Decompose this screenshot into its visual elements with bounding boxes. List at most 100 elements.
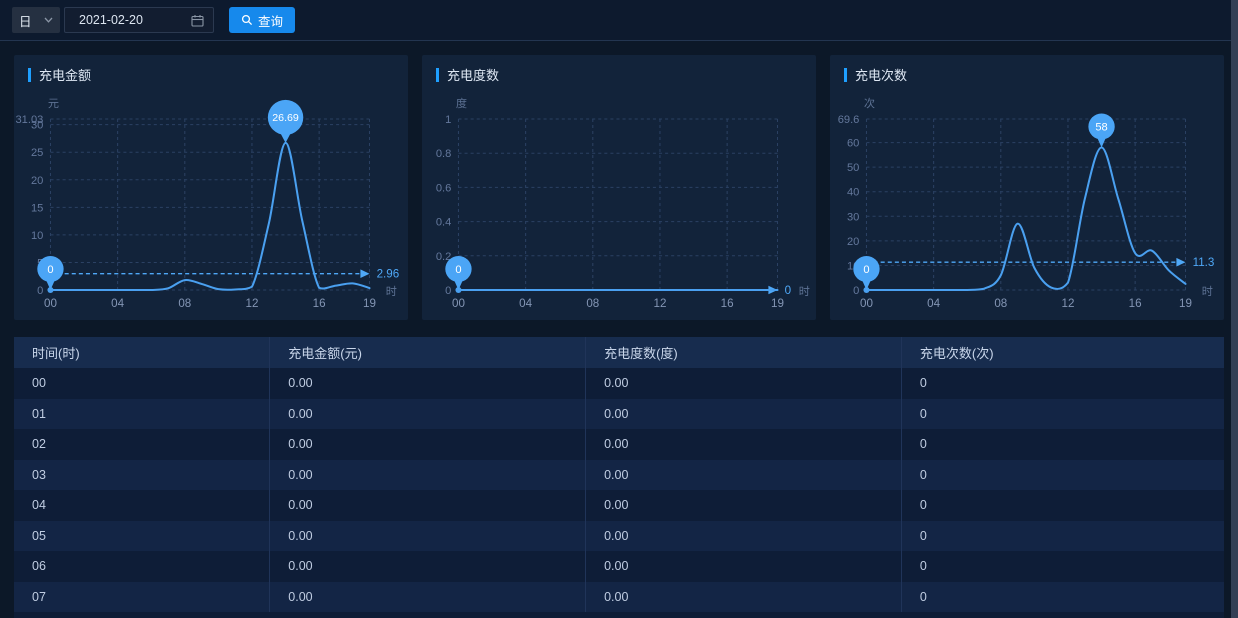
cell-amount: 0.00 — [269, 368, 585, 399]
table-row: 01 0.00 0.00 0 — [14, 398, 1224, 429]
search-button[interactable]: 查询 — [229, 7, 295, 33]
chart-title-text: 充电度数 — [447, 68, 500, 83]
cell-kwh: 0.00 — [585, 398, 901, 429]
svg-text:08: 08 — [994, 298, 1007, 310]
charging-count-chart[interactable]: 0 10 20 30 40 50 60 69.6 00 04 08 12 16 19 次 11.3 时 0 58 — [830, 55, 1224, 320]
title-accent-bar — [28, 67, 31, 82]
cell-hour: 01 — [32, 406, 46, 421]
charging-amount-chart[interactable]: 05101520253031.03000408121619元2.96时026.6… — [14, 55, 408, 320]
period-select[interactable]: 日 — [12, 7, 60, 33]
svg-text:0.2: 0.2 — [436, 251, 451, 263]
svg-text:元: 元 — [48, 98, 59, 110]
svg-text:19: 19 — [771, 298, 784, 310]
query-toolbar: 日 2021-02-20 查询 — [0, 0, 1238, 41]
svg-text:00: 00 — [860, 298, 873, 310]
chart-title: 充电金额 — [28, 65, 91, 84]
cell-kwh: 0.00 — [585, 368, 901, 399]
hourly-data-table: 时间(时) 充电金额(元) 充电度数(度) 充电次数(次) 00 0.00 0.00… — [14, 337, 1224, 618]
cell-hour: 06 — [32, 559, 46, 574]
cell-hour: 04 — [32, 498, 46, 513]
cell-amount: 0.00 — [269, 429, 585, 460]
cell-kwh: 0.00 — [585, 520, 901, 551]
svg-text:0: 0 — [455, 264, 461, 276]
table-row: 07 0.00 0.00 0 — [14, 581, 1224, 612]
svg-text:69.6: 69.6 — [838, 114, 860, 126]
cell-amount: 0.00 — [269, 459, 585, 490]
cell-amount: 0.00 — [269, 520, 585, 551]
svg-text:30: 30 — [847, 211, 859, 223]
cell-hour: 05 — [32, 528, 46, 543]
cell-count: 0 — [900, 581, 1224, 612]
chevron-down-icon — [44, 17, 53, 23]
cell-hour: 00 — [32, 376, 46, 391]
table-row: 00 0.00 0.00 0 — [14, 368, 1224, 399]
svg-text:15: 15 — [31, 202, 43, 214]
title-accent-bar — [844, 67, 847, 82]
svg-text:19: 19 — [363, 298, 376, 310]
cell-amount: 0.00 — [269, 581, 585, 612]
cell-count: 0 — [900, 551, 1224, 582]
chart-title-text: 充电金额 — [39, 68, 92, 83]
cell-count: 0 — [900, 368, 1224, 399]
table-row: 06 0.00 0.00 0 — [14, 551, 1224, 582]
calendar-icon — [191, 14, 204, 27]
date-input[interactable]: 2021-02-20 — [64, 7, 214, 33]
svg-text:00: 00 — [44, 298, 57, 310]
svg-text:时: 时 — [386, 285, 397, 298]
vertical-scrollbar[interactable] — [1231, 0, 1238, 618]
column-header-amount: 充电金额(元) — [269, 337, 585, 368]
svg-text:12: 12 — [1061, 298, 1074, 310]
svg-text:00: 00 — [452, 298, 465, 310]
svg-text:26.69: 26.69 — [272, 112, 299, 124]
search-icon — [241, 14, 253, 26]
charts-row: 充电金额 05101520253031.03000408121619元2.96时… — [14, 55, 1224, 320]
svg-text:16: 16 — [1129, 298, 1142, 310]
svg-text:04: 04 — [519, 298, 533, 310]
charging-count-card: 充电次数 0 10 20 30 40 50 60 69.6 00 04 08 12 16 19 次 11.3 时… — [830, 55, 1224, 320]
cell-count: 0 — [900, 398, 1224, 429]
svg-text:0: 0 — [785, 285, 791, 297]
column-header-count: 充电次数(次) — [900, 337, 1224, 368]
svg-text:0.4: 0.4 — [436, 217, 451, 229]
svg-text:0: 0 — [853, 285, 859, 297]
cell-count: 0 — [900, 520, 1224, 551]
svg-text:08: 08 — [586, 298, 599, 310]
svg-text:1: 1 — [445, 114, 451, 126]
svg-text:16: 16 — [313, 298, 326, 310]
svg-text:25: 25 — [31, 147, 43, 159]
cell-kwh: 0.00 — [585, 459, 901, 490]
cell-hour: 03 — [32, 467, 46, 482]
svg-text:时: 时 — [1202, 285, 1213, 298]
svg-text:0.8: 0.8 — [436, 148, 451, 160]
svg-text:次: 次 — [864, 96, 875, 110]
cell-kwh: 0.00 — [585, 551, 901, 582]
table-body: 00 0.00 0.00 0 01 0.00 0.00 0 02 0.00 0.00 0 03 0.00 0… — [14, 368, 1224, 612]
svg-text:50: 50 — [847, 162, 859, 174]
cell-count: 0 — [900, 459, 1224, 490]
column-header-kwh: 充电度数(度) — [585, 337, 901, 368]
svg-text:度: 度 — [456, 96, 467, 110]
table-row: 02 0.00 0.00 0 — [14, 429, 1224, 460]
period-select-value: 日 — [19, 14, 32, 29]
svg-text:12: 12 — [653, 298, 666, 310]
table-row: 04 0.00 0.00 0 — [14, 490, 1224, 521]
svg-text:2.96: 2.96 — [377, 269, 400, 281]
date-value: 2021-02-20 — [79, 13, 143, 27]
svg-text:12: 12 — [245, 298, 258, 310]
svg-text:0: 0 — [47, 264, 53, 276]
cell-count: 0 — [900, 429, 1224, 460]
svg-text:0: 0 — [863, 264, 869, 276]
svg-text:11.3: 11.3 — [1193, 257, 1215, 269]
svg-text:20: 20 — [847, 236, 859, 248]
charging-amount-card: 充电金额 05101520253031.03000408121619元2.96时… — [14, 55, 408, 320]
cell-kwh: 0.00 — [585, 490, 901, 521]
svg-text:58: 58 — [1095, 121, 1107, 133]
column-header-hour: 时间(时) — [32, 346, 80, 361]
svg-text:60: 60 — [847, 138, 859, 150]
title-accent-bar — [436, 67, 439, 82]
cell-amount: 0.00 — [269, 490, 585, 521]
chart-title: 充电次数 — [844, 65, 907, 84]
cell-kwh: 0.00 — [585, 581, 901, 612]
cell-kwh: 0.00 — [585, 429, 901, 460]
